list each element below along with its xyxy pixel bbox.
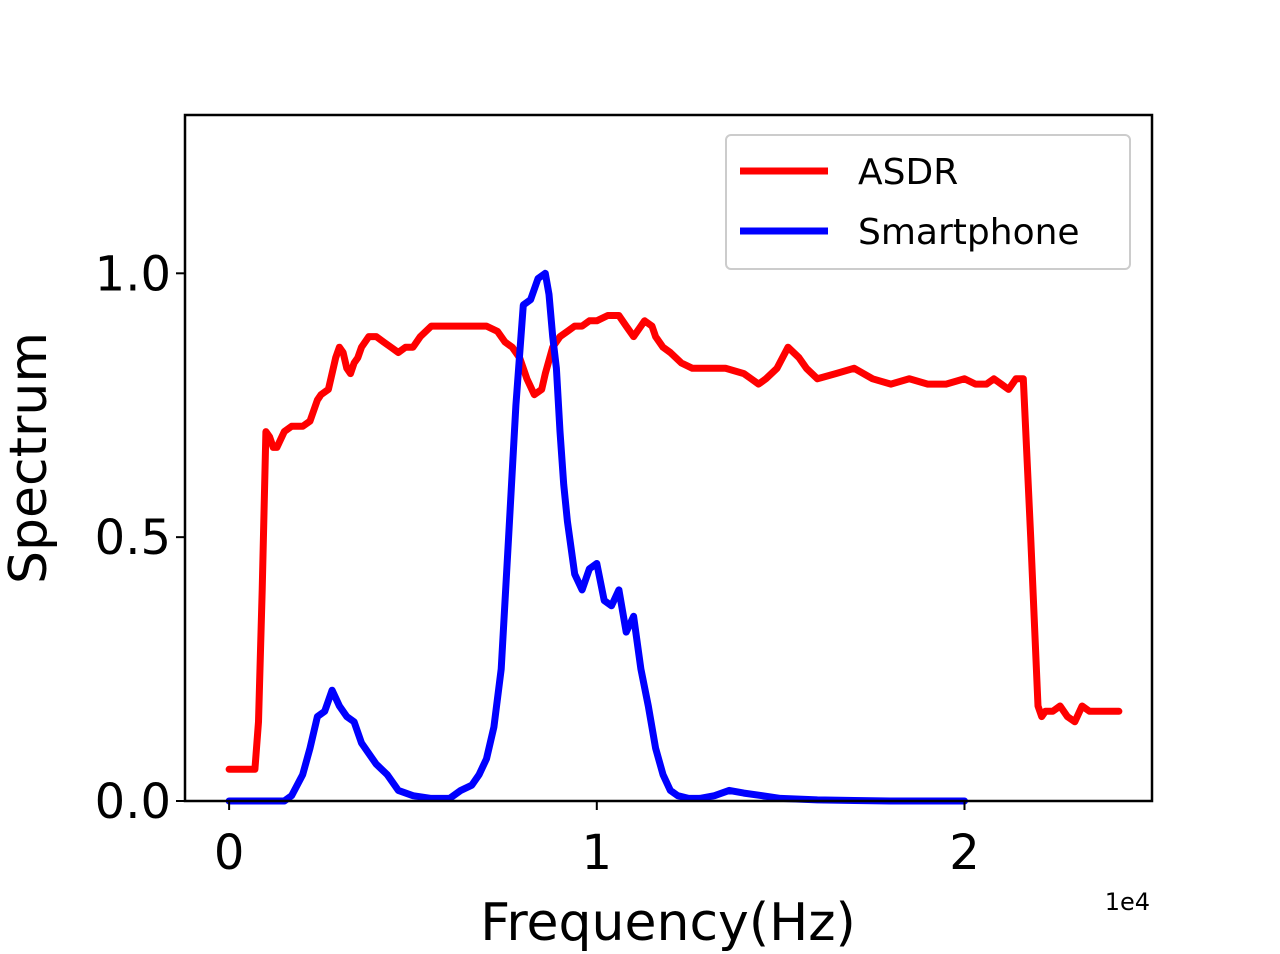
x-tick-label: 2 (949, 825, 980, 881)
x-offset-label: 1e4 (1105, 888, 1150, 916)
y-tick-label: 1.0 (95, 246, 171, 302)
series-layer (225, 269, 1123, 805)
series-line-asdr (225, 312, 1123, 773)
legend-label-smartphone: Smartphone (858, 212, 1080, 253)
y-axis-label: Spectrum (0, 332, 59, 584)
legend: ASDR Smartphone (725, 134, 1131, 270)
plot-frame (183, 113, 1154, 803)
x-tick-label: 0 (214, 825, 245, 881)
x-tick-label: 1 (582, 825, 613, 881)
x-axis: 0 1 2 (214, 801, 980, 881)
y-tick-label: 0.5 (95, 510, 171, 566)
series-line-smartphone (225, 269, 968, 805)
y-tick-label: 0.0 (95, 774, 171, 830)
legend-label-asdr: ASDR (858, 152, 958, 193)
y-axis: 0.0 0.5 1.0 (95, 246, 185, 830)
x-axis-label: Frequency(Hz) (480, 893, 856, 953)
